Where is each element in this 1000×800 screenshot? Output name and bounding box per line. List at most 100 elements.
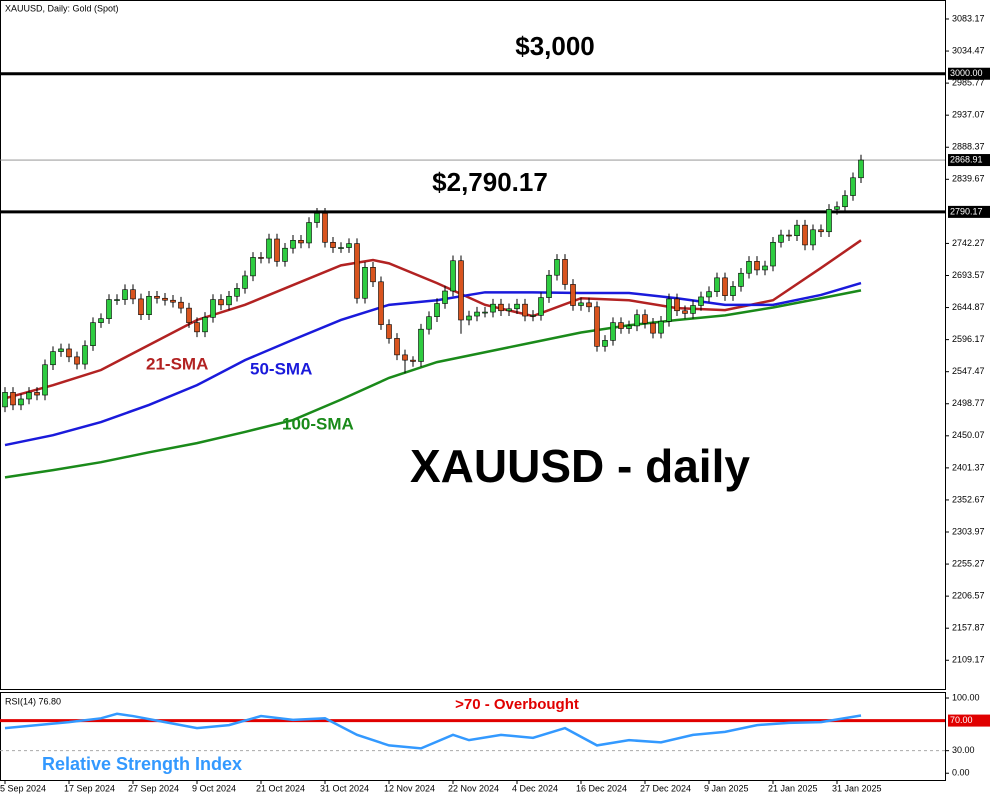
y-tick-label: 2450.07 [952, 430, 985, 440]
candle-body [690, 305, 696, 314]
rsi-title: RSI(14) 76.80 [5, 696, 61, 706]
candle-body [442, 290, 448, 304]
candle-body [162, 297, 168, 301]
y-tick-label: 2255.27 [952, 558, 985, 568]
candle-body [258, 257, 264, 259]
candle-body [106, 299, 112, 319]
level-annotation: $2,790.17 [432, 167, 548, 197]
y-tick-label: 2985.77 [952, 77, 985, 87]
x-tick-label: 27 Sep 2024 [128, 783, 179, 793]
y-tick-label: 2498.77 [952, 398, 985, 408]
chart-title: XAUUSD, Daily: Gold (Spot) [5, 3, 119, 13]
level-label: 70.00 [950, 715, 973, 725]
candle-body [618, 322, 624, 329]
level-label-box [948, 67, 990, 80]
candle-body [818, 229, 824, 233]
candle-body [298, 240, 304, 244]
candle-body [434, 303, 440, 317]
candle-body [58, 348, 64, 352]
candle-body [146, 295, 152, 316]
candle-body [594, 306, 600, 347]
candle-body [186, 307, 192, 323]
level-label-box [948, 714, 990, 727]
candle-body [42, 364, 48, 396]
x-tick-label: 9 Oct 2024 [192, 783, 236, 793]
candle-body [378, 281, 384, 325]
last-price-box [948, 154, 990, 167]
candle-body [570, 284, 576, 306]
candle-body [466, 315, 472, 321]
candle-body [786, 234, 792, 237]
y-tick-label: 30.00 [952, 745, 975, 755]
candle-body [426, 316, 432, 330]
candle-body [138, 298, 144, 316]
candle-body [74, 356, 80, 365]
level-annotation: >70 - Overbought [455, 696, 579, 713]
level-label-box [948, 205, 990, 218]
candle-body [658, 320, 664, 334]
candle-body [338, 247, 344, 249]
candle-body [458, 260, 464, 321]
candle-body [290, 240, 296, 249]
y-tick-label: 2206.57 [952, 591, 985, 601]
candle-body [530, 315, 536, 317]
candle-body [210, 299, 216, 318]
level-label: 3000.00 [950, 68, 983, 78]
candle-body [386, 324, 392, 339]
candle-body [474, 311, 480, 317]
candle-body [498, 303, 504, 312]
candle-body [370, 267, 376, 283]
candle-body [634, 314, 640, 327]
candle-body [170, 299, 176, 303]
y-tick-label: 2303.97 [952, 526, 985, 536]
candle-body [122, 289, 128, 300]
candle-body [810, 229, 816, 246]
candle-body [666, 298, 672, 322]
candle-body [826, 209, 832, 233]
candle-body [274, 238, 280, 262]
y-tick-label: 2693.57 [952, 270, 985, 280]
candle-body [418, 328, 424, 362]
candle-body [794, 224, 800, 237]
candle-body [698, 296, 704, 306]
candle-body [394, 338, 400, 356]
candle-body [674, 298, 680, 312]
candle-body [754, 261, 760, 271]
x-tick-label: 5 Sep 2024 [0, 783, 46, 793]
candle-body [130, 289, 136, 300]
candle-body [402, 354, 408, 361]
candle-body [218, 299, 224, 306]
candle-body [778, 234, 784, 243]
rsi-annotation: Relative Strength Index [42, 754, 242, 774]
x-tick-label: 21 Jan 2025 [768, 783, 818, 793]
candle-body [450, 260, 456, 292]
candle-body [858, 159, 864, 179]
candle-body [82, 345, 88, 365]
rsi-panel [0, 692, 946, 781]
candle-body [834, 206, 840, 210]
y-tick-label: 2937.07 [952, 110, 985, 120]
candle-body [546, 274, 552, 298]
y-tick-label: 3034.47 [952, 45, 985, 55]
x-tick-label: 31 Oct 2024 [320, 783, 369, 793]
candle-body [362, 267, 368, 299]
candle-body [266, 238, 272, 259]
candle-body [562, 259, 568, 285]
candle-body [354, 243, 360, 299]
y-tick-label: 2109.17 [952, 655, 985, 665]
candle-body [714, 277, 720, 292]
x-tick-label: 4 Dec 2024 [512, 783, 558, 793]
candle-body [650, 322, 656, 334]
rsi-line [4, 712, 862, 750]
x-tick-label: 31 Jan 2025 [832, 783, 882, 793]
chart-annotation: XAUUSD - daily [410, 440, 750, 492]
candle-body [770, 241, 776, 267]
candle-body [746, 261, 752, 274]
candle-body [514, 303, 520, 310]
candle-body [482, 311, 488, 314]
candle-body [538, 297, 544, 316]
x-tick-label: 22 Nov 2024 [448, 783, 499, 793]
candle-body [98, 318, 104, 323]
sma-line [4, 289, 862, 479]
candle-body [50, 351, 56, 366]
